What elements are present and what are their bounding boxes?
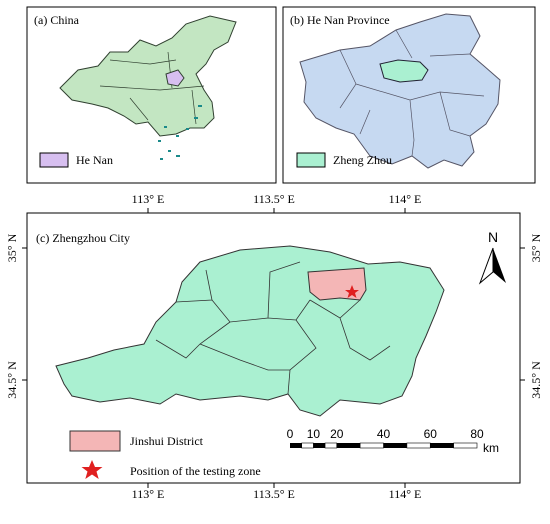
north-label: N [488, 229, 498, 245]
scale-tick-label: 40 [377, 427, 391, 441]
scale-tick-label: 20 [330, 427, 344, 441]
scale-segment [453, 442, 478, 449]
jinshui-district [307, 267, 367, 301]
scale-tick-label: 0 [287, 427, 294, 441]
district-borders [155, 261, 391, 395]
panel-c-title: (c) Zhengzhou City [36, 231, 130, 245]
testing-zone-star [345, 285, 359, 298]
longitude-label: 113.5° E [253, 487, 295, 501]
longitude-label: 113° E [132, 192, 165, 206]
legend-label: Jinshui District [130, 434, 204, 448]
legend-star [81, 460, 103, 479]
scale-tick-label: 80 [470, 427, 484, 441]
scale-unit: km [483, 441, 499, 455]
legend-swatch [39, 152, 69, 168]
islands [158, 105, 202, 160]
legend-label: Position of the testing zone [130, 464, 261, 478]
henan-highlight [165, 69, 185, 87]
province-borders [99, 51, 205, 125]
legend-swatch [69, 430, 121, 452]
scale-segment [430, 443, 454, 448]
latitude-label: 35° N [5, 233, 19, 262]
longitude-label: 114° E [389, 192, 422, 206]
latitude-label: 34.5° N [5, 361, 19, 399]
scale-segment [336, 443, 361, 448]
legend-label: Zheng Zhou [333, 153, 392, 167]
scale-tick-label: 10 [307, 427, 321, 441]
scale-segment [324, 442, 338, 449]
scale-segment [359, 442, 384, 449]
scale-segment [290, 443, 302, 448]
longitude-label: 114° E [389, 487, 422, 501]
longitude-label: 113° E [132, 487, 165, 501]
north-arrow [478, 247, 506, 285]
scale-segment [383, 443, 407, 448]
china-map [59, 15, 237, 137]
scale-tick-label: 60 [424, 427, 438, 441]
city-borders [339, 29, 485, 157]
scale-segment [301, 442, 314, 449]
panel-b-title: (b) He Nan Province [290, 13, 390, 27]
legend-label: He Nan [76, 153, 113, 167]
legend-swatch [296, 152, 326, 168]
coordinate-labels: 113° E 113° E 113.5° E 113.5° E 114° E 114° E… [5, 192, 543, 501]
zhengzhou-highlight [379, 59, 429, 83]
longitude-label: 113.5° E [253, 192, 295, 206]
latitude-label: 34.5° N [529, 361, 543, 399]
latitude-label: 35° N [529, 233, 543, 262]
panel-a-title: (a) China [34, 13, 80, 27]
scale-segment [313, 443, 326, 448]
scale-segment [406, 442, 431, 449]
